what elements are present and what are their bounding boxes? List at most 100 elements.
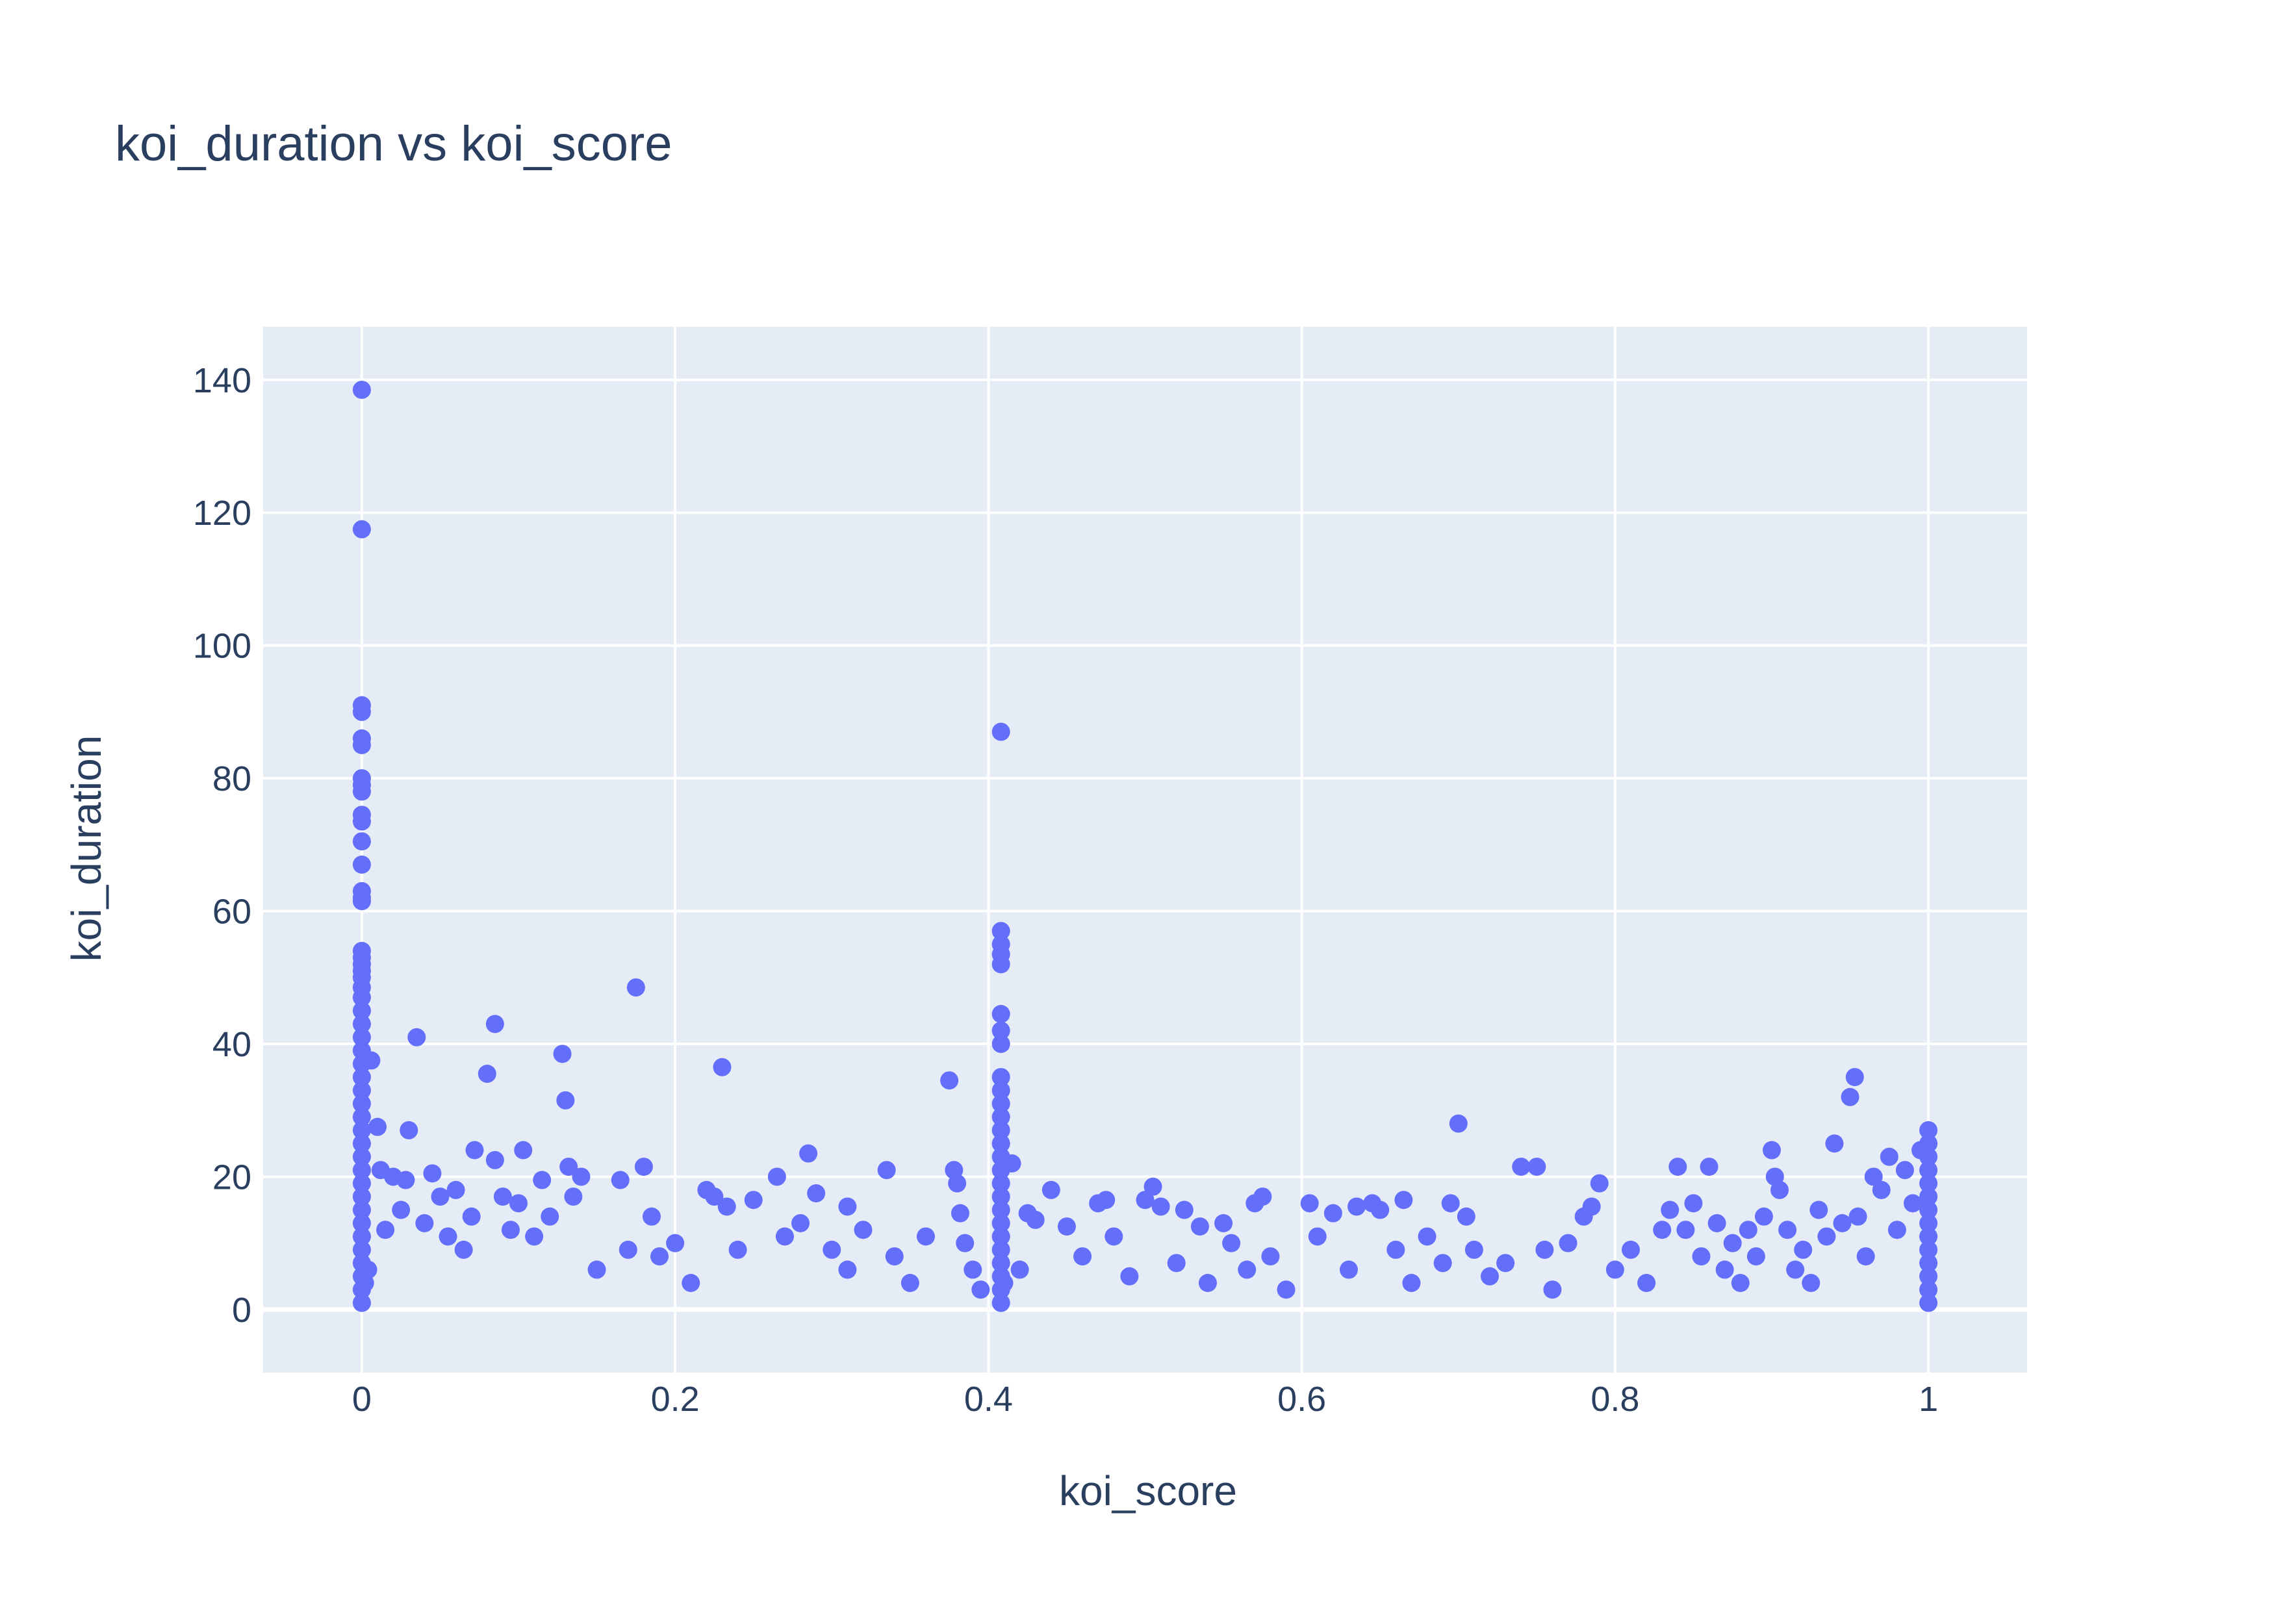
- data-point: [1371, 1200, 1390, 1219]
- data-point: [1167, 1254, 1186, 1273]
- data-point: [1707, 1214, 1726, 1232]
- data-point: [956, 1234, 975, 1252]
- data-point: [991, 1005, 1010, 1023]
- data-point: [1261, 1247, 1280, 1266]
- data-point: [991, 1293, 1010, 1312]
- data-point: [1653, 1221, 1672, 1239]
- data-point: [991, 1095, 1010, 1113]
- data-point: [1253, 1187, 1272, 1206]
- data-point: [1919, 1227, 1938, 1246]
- data-point: [991, 1187, 1010, 1206]
- data-point: [971, 1280, 990, 1299]
- data-point: [1919, 1280, 1938, 1299]
- data-point: [916, 1227, 935, 1246]
- data-point: [991, 1081, 1010, 1100]
- chart-title: koi_duration vs koi_score: [115, 116, 672, 171]
- data-point: [1856, 1247, 1875, 1266]
- data-point: [1919, 1161, 1938, 1180]
- data-point: [509, 1194, 528, 1213]
- data-point: [1198, 1274, 1217, 1292]
- data-point: [1746, 1247, 1765, 1266]
- data-point: [1559, 1234, 1578, 1252]
- data-point: [1770, 1180, 1789, 1199]
- data-point: [407, 1028, 426, 1047]
- data-point: [352, 1028, 371, 1047]
- data-point: [1238, 1260, 1257, 1279]
- data-point: [1433, 1254, 1452, 1273]
- data-point: [991, 1035, 1010, 1053]
- data-point: [439, 1227, 457, 1246]
- data-point: [352, 1187, 371, 1206]
- data-point: [991, 1134, 1010, 1153]
- data-point: [1097, 1191, 1116, 1210]
- data-point: [462, 1207, 481, 1226]
- data-point: [767, 1167, 786, 1186]
- data-point: [1175, 1200, 1194, 1219]
- data-point: [556, 1091, 575, 1110]
- data-point: [1880, 1147, 1898, 1166]
- data-point: [352, 988, 371, 1007]
- data-point: [465, 1141, 484, 1160]
- data-point: [376, 1221, 395, 1239]
- data-point: [485, 1150, 504, 1169]
- data-point: [1700, 1158, 1718, 1176]
- data-point: [1026, 1210, 1045, 1229]
- data-point: [885, 1247, 904, 1266]
- data-point: [713, 1058, 732, 1076]
- data-point: [1841, 1087, 1859, 1106]
- data-point: [1143, 1177, 1162, 1196]
- data-point: [1817, 1227, 1836, 1246]
- data-point: [396, 1171, 415, 1189]
- data-point: [838, 1197, 857, 1216]
- data-point: [991, 1214, 1010, 1232]
- data-point: [1480, 1267, 1499, 1286]
- data-point: [478, 1065, 496, 1083]
- data-point: [1833, 1214, 1852, 1232]
- data-point: [1214, 1214, 1233, 1232]
- x-tick-label: 0.8: [1591, 1380, 1639, 1419]
- x-tick-label: 1: [1919, 1380, 1938, 1419]
- data-point: [352, 812, 371, 831]
- data-point: [1668, 1158, 1687, 1176]
- data-point: [1621, 1240, 1640, 1259]
- data-point: [799, 1144, 818, 1163]
- y-tick-label: 80: [212, 759, 251, 798]
- data-point: [991, 722, 1010, 741]
- data-point: [1872, 1180, 1891, 1199]
- data-point: [1348, 1197, 1366, 1216]
- data-point: [1903, 1194, 1922, 1213]
- data-point: [991, 1200, 1010, 1219]
- data-point: [1277, 1280, 1296, 1299]
- data-point: [1394, 1191, 1413, 1210]
- data-point: [1809, 1200, 1828, 1219]
- data-point: [1582, 1197, 1601, 1216]
- data-point: [1003, 1154, 1021, 1173]
- data-point: [514, 1141, 533, 1160]
- data-point: [682, 1274, 700, 1292]
- data-point: [791, 1214, 810, 1232]
- data-point: [587, 1260, 606, 1279]
- data-point: [423, 1164, 442, 1183]
- data-point: [1605, 1260, 1624, 1279]
- data-point: [1190, 1217, 1209, 1236]
- x-tick-label: 0.4: [964, 1380, 1013, 1419]
- data-point: [1692, 1247, 1711, 1266]
- data-point: [1386, 1240, 1405, 1259]
- data-point: [1057, 1217, 1076, 1236]
- data-point: [1402, 1274, 1421, 1292]
- data-point: [352, 1108, 371, 1126]
- data-point: [352, 892, 371, 911]
- data-point: [1590, 1174, 1609, 1193]
- data-point: [1864, 1167, 1883, 1186]
- data-point: [352, 1227, 371, 1246]
- data-point: [525, 1227, 544, 1246]
- data-point: [951, 1204, 969, 1223]
- data-point: [901, 1274, 919, 1292]
- data-point: [1754, 1207, 1773, 1226]
- y-tick-label: 100: [193, 627, 251, 666]
- y-tick-label: 20: [212, 1158, 251, 1197]
- data-point: [1136, 1191, 1155, 1210]
- data-point: [717, 1197, 736, 1216]
- data-point: [1919, 1254, 1938, 1273]
